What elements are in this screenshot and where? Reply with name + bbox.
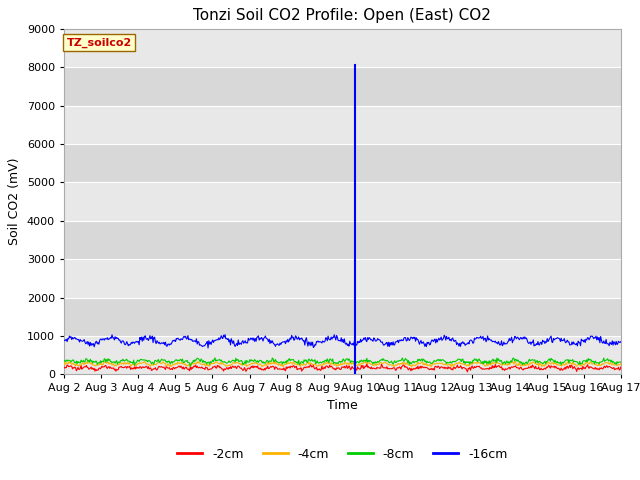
- Text: TZ_soilco2: TZ_soilco2: [67, 37, 132, 48]
- Bar: [64, 336, 621, 374]
- Bar: [64, 144, 621, 182]
- Bar: [64, 106, 621, 144]
- Y-axis label: Soil CO2 (mV): Soil CO2 (mV): [8, 158, 21, 245]
- Bar: [64, 29, 621, 67]
- Title: Tonzi Soil CO2 Profile: Open (East) CO2: Tonzi Soil CO2 Profile: Open (East) CO2: [193, 9, 492, 24]
- Bar: [64, 182, 621, 221]
- Bar: [64, 221, 621, 259]
- Legend: -2cm, -4cm, -8cm, -16cm: -2cm, -4cm, -8cm, -16cm: [172, 443, 513, 466]
- Bar: [64, 259, 621, 298]
- X-axis label: Time: Time: [327, 399, 358, 412]
- Bar: [64, 298, 621, 336]
- Bar: [64, 67, 621, 106]
